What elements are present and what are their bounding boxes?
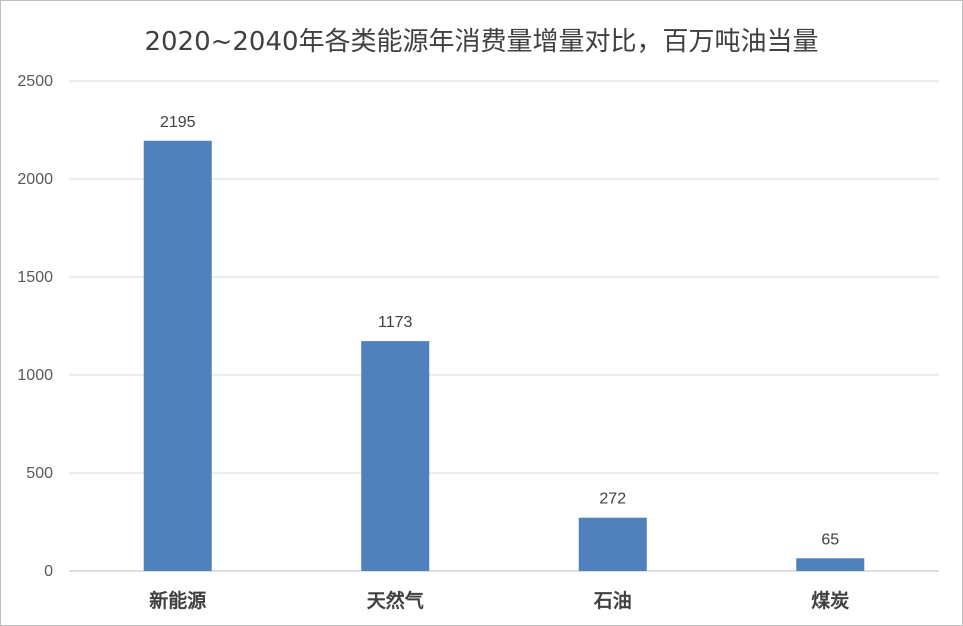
bar	[361, 341, 430, 571]
chart-title: 2020~2040年各类能源年消费量增量对比，百万吨油当量	[144, 27, 819, 57]
data-labels: 2195 1173 272 65	[160, 114, 839, 548]
y-tick-label: 0	[44, 563, 53, 580]
category-label: 煤炭	[811, 590, 849, 612]
bars	[143, 140, 865, 571]
category-label: 石油	[593, 590, 632, 612]
category-label: 新能源	[149, 589, 206, 612]
y-tick-label: 500	[26, 465, 53, 482]
y-tick-label: 1500	[17, 269, 53, 286]
y-tick-label: 1000	[17, 367, 53, 384]
category-label: 天然气	[367, 589, 424, 612]
y-tick-label: 2500	[17, 73, 53, 90]
bar	[143, 140, 212, 571]
data-label: 65	[821, 531, 839, 548]
data-label: 1173	[378, 314, 413, 331]
y-axis-ticks: 0 500 1000 1500 2000 2500	[17, 73, 53, 580]
gridlines	[69, 80, 939, 572]
x-axis-categories: 新能源 天然气 石油 煤炭	[149, 589, 849, 612]
y-tick-label: 2000	[17, 171, 53, 188]
data-label: 272	[599, 491, 626, 508]
data-label: 2195	[160, 114, 196, 131]
bar	[578, 517, 647, 571]
bar	[796, 558, 865, 571]
